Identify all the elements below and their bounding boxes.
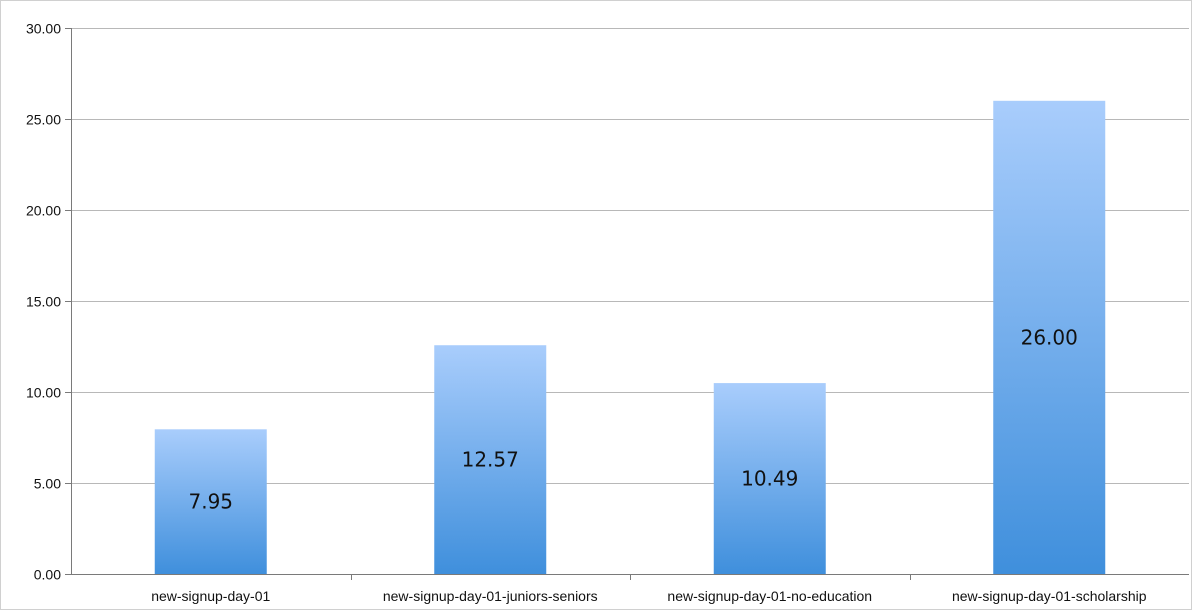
- bar-1: [434, 345, 547, 574]
- y-tick-label-4: 20.00: [26, 203, 61, 219]
- y-tick-label-5: 25.00: [26, 112, 61, 128]
- y-tick-label-1: 5.00: [34, 476, 61, 492]
- data-label-2: 10.49: [741, 467, 798, 491]
- y-tick-label-6: 30.00: [26, 21, 61, 37]
- y-tick-label-0: 0.00: [34, 567, 61, 583]
- labels: 7.95 new-signup-day-01 12.57 new-signup-day…: [151, 325, 1147, 604]
- x-category-label-2: new-signup-day-01-no-education: [667, 588, 872, 604]
- x-category-label-0: new-signup-day-01: [151, 588, 270, 604]
- x-category-label-1: new-signup-day-01-juniors-seniors: [383, 588, 598, 604]
- data-label-3: 26.00: [1021, 325, 1078, 349]
- data-label-1: 12.57: [462, 448, 519, 472]
- bars: [154, 100, 1106, 575]
- y-tick-label-3: 15.00: [26, 294, 61, 310]
- x-category-label-3: new-signup-day-01-scholarship: [952, 588, 1147, 604]
- bar-2: [713, 383, 826, 574]
- axes: 0.00 5.00 10.00 15.00 20.00 25.00 30.00: [26, 21, 1189, 583]
- data-label-0: 7.95: [188, 490, 233, 514]
- y-tick-label-2: 10.00: [26, 385, 61, 401]
- bar-3: [993, 100, 1106, 575]
- bar-0: [154, 429, 267, 574]
